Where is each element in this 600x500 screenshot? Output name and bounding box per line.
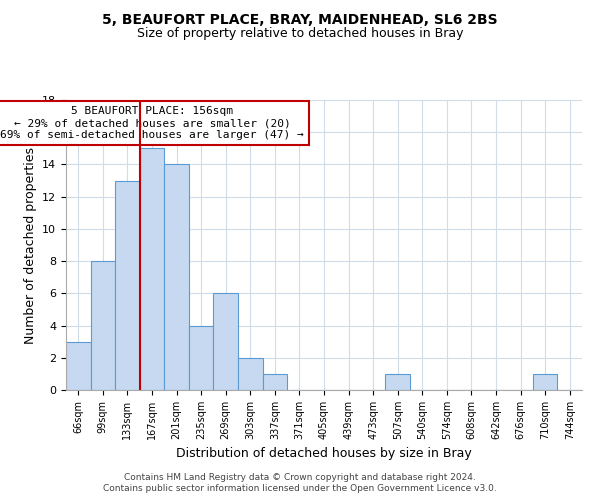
Y-axis label: Number of detached properties: Number of detached properties xyxy=(23,146,37,344)
Bar xyxy=(214,294,238,390)
X-axis label: Distribution of detached houses by size in Bray: Distribution of detached houses by size … xyxy=(176,448,472,460)
Text: Size of property relative to detached houses in Bray: Size of property relative to detached ho… xyxy=(137,28,463,40)
Bar xyxy=(164,164,189,390)
Bar xyxy=(91,261,115,390)
Bar xyxy=(140,148,164,390)
Bar xyxy=(115,180,140,390)
Bar xyxy=(533,374,557,390)
Text: Contains public sector information licensed under the Open Government Licence v3: Contains public sector information licen… xyxy=(103,484,497,493)
Bar xyxy=(263,374,287,390)
Bar xyxy=(385,374,410,390)
Text: 5 BEAUFORT PLACE: 156sqm
← 29% of detached houses are smaller (20)
69% of semi-d: 5 BEAUFORT PLACE: 156sqm ← 29% of detach… xyxy=(0,106,304,140)
Bar xyxy=(238,358,263,390)
Text: 5, BEAUFORT PLACE, BRAY, MAIDENHEAD, SL6 2BS: 5, BEAUFORT PLACE, BRAY, MAIDENHEAD, SL6… xyxy=(102,12,498,26)
Bar xyxy=(189,326,214,390)
Bar xyxy=(66,342,91,390)
Text: Contains HM Land Registry data © Crown copyright and database right 2024.: Contains HM Land Registry data © Crown c… xyxy=(124,472,476,482)
